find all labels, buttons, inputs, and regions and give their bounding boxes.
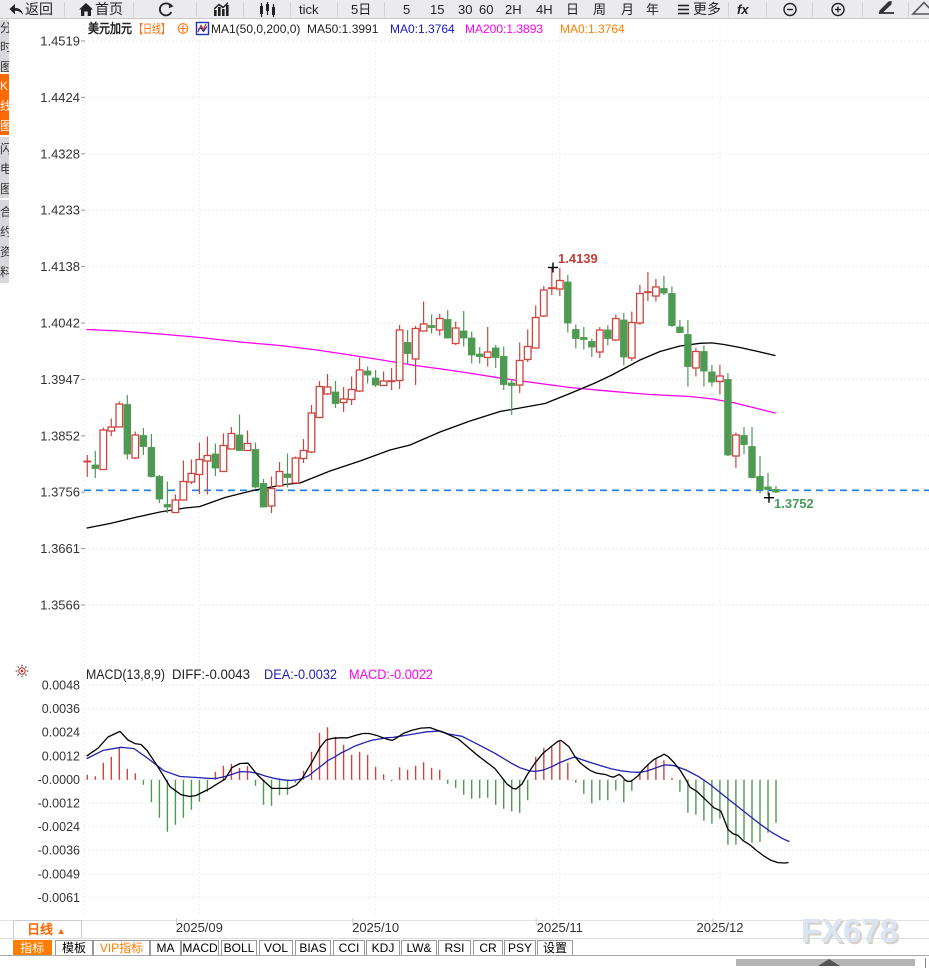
svg-text:2025/09: 2025/09 — [176, 920, 223, 935]
svg-text:-0.0061: -0.0061 — [38, 891, 80, 905]
svg-text:-0.0024: -0.0024 — [38, 820, 80, 834]
svg-text:1.4519: 1.4519 — [40, 34, 80, 49]
svg-text:1.4328: 1.4328 — [40, 146, 80, 161]
svg-text:1.4233: 1.4233 — [40, 203, 80, 218]
svg-text:MA0:1.3764: MA0:1.3764 — [390, 22, 455, 36]
svg-text:MA1(50,0,200,0): MA1(50,0,200,0) — [211, 22, 300, 36]
svg-text:2025/10: 2025/10 — [352, 920, 399, 935]
svg-text:-0.0036: -0.0036 — [38, 844, 80, 858]
svg-text:0.0036: 0.0036 — [42, 702, 80, 716]
svg-text:2025/12: 2025/12 — [697, 920, 744, 935]
svg-text:1.3947: 1.3947 — [40, 372, 80, 387]
svg-text:DIFF:-0.0043: DIFF:-0.0043 — [172, 667, 250, 682]
svg-text:-0.0049: -0.0049 — [38, 867, 80, 881]
svg-text:美元加元: 美元加元 — [88, 21, 132, 36]
svg-text:1.4042: 1.4042 — [40, 316, 80, 331]
svg-text:MA200:1.3893: MA200:1.3893 — [465, 22, 543, 36]
svg-text:1.4139: 1.4139 — [558, 251, 598, 266]
svg-text:1.3756: 1.3756 — [40, 485, 80, 500]
svg-text:1.4424: 1.4424 — [40, 90, 80, 105]
svg-text:-0.0012: -0.0012 — [38, 797, 80, 811]
svg-text:1.3752: 1.3752 — [774, 496, 814, 511]
svg-text:0.0012: 0.0012 — [42, 749, 80, 763]
svg-text:1.3566: 1.3566 — [40, 598, 80, 613]
svg-text:DEA:-0.0032: DEA:-0.0032 — [264, 667, 337, 682]
svg-text:1.4138: 1.4138 — [40, 259, 80, 274]
svg-text:0.0024: 0.0024 — [42, 726, 80, 740]
svg-text:1.3852: 1.3852 — [40, 428, 80, 443]
svg-text:MACD(13,8,9): MACD(13,8,9) — [86, 667, 165, 682]
svg-text:1.3661: 1.3661 — [40, 541, 80, 556]
svg-text:【日线】: 【日线】 — [134, 22, 170, 36]
svg-text:FX678: FX678 — [801, 912, 898, 949]
svg-text:-0.0000: -0.0000 — [38, 773, 80, 787]
svg-text:MA50:1.3991: MA50:1.3991 — [307, 22, 379, 36]
svg-text:MACD:-0.0022: MACD:-0.0022 — [349, 667, 433, 682]
svg-text:0.0048: 0.0048 — [42, 679, 80, 693]
svg-text:MA0:1.3764: MA0:1.3764 — [560, 22, 625, 36]
svg-text:2025/11: 2025/11 — [537, 920, 583, 935]
